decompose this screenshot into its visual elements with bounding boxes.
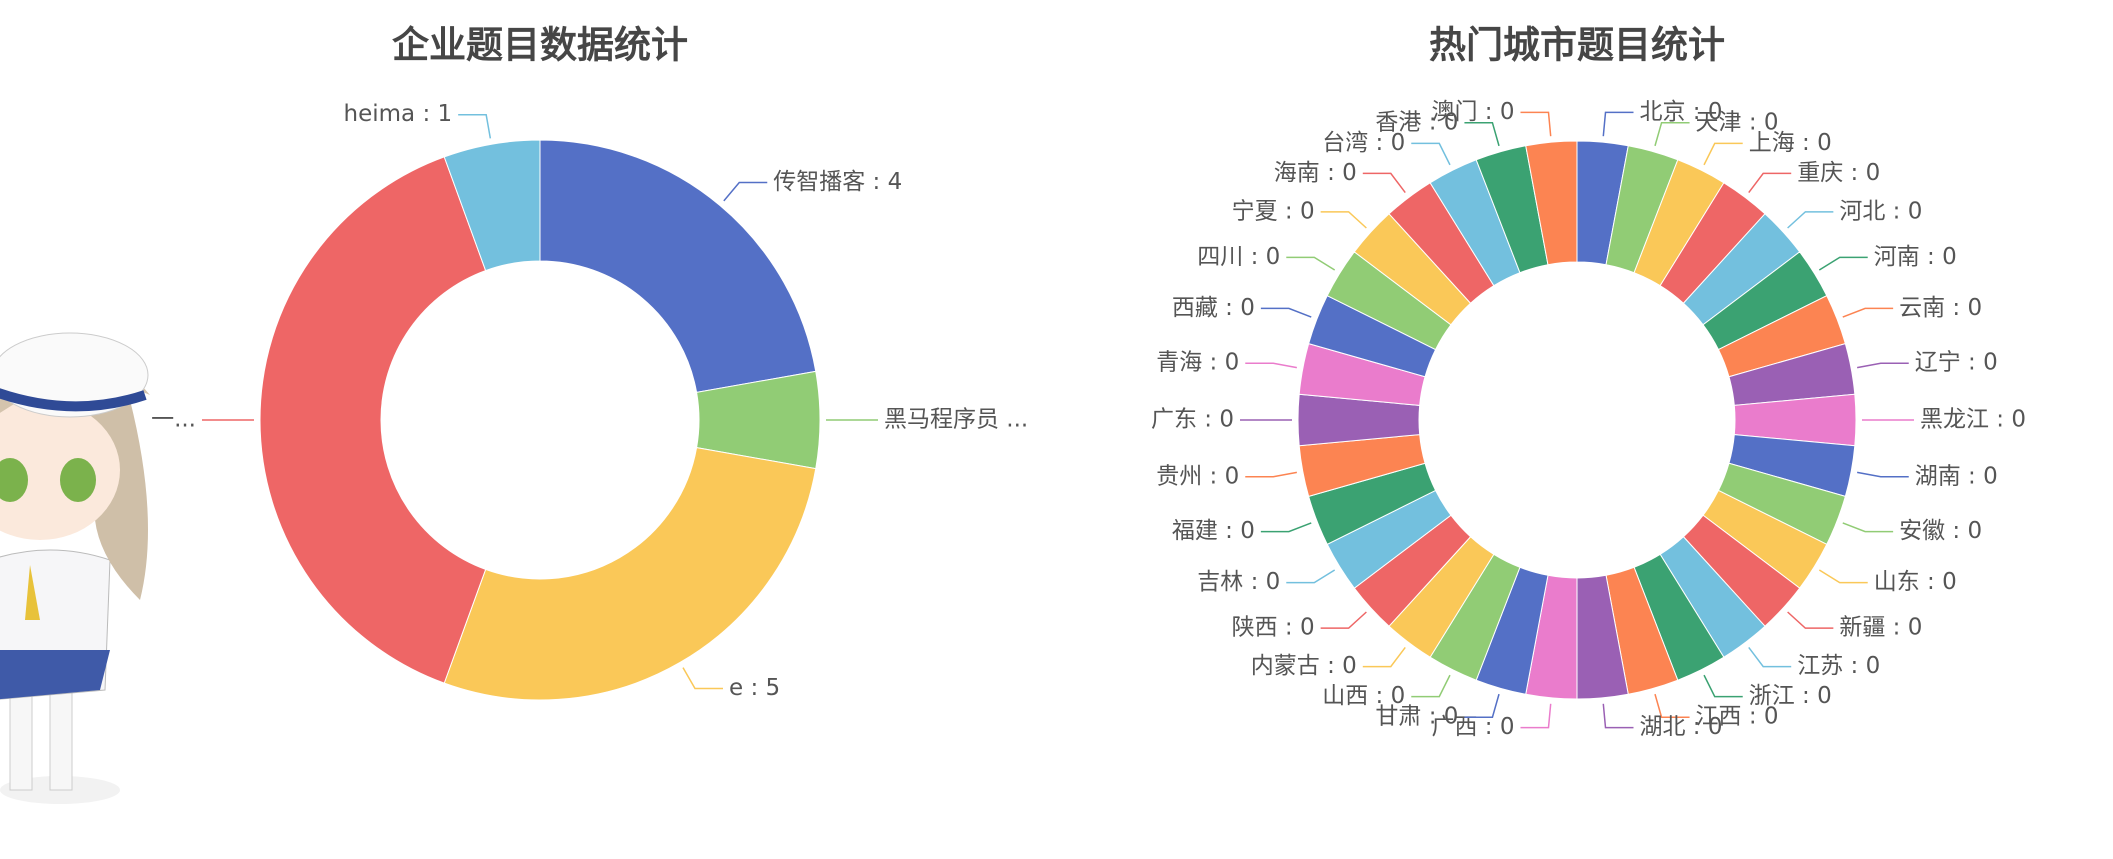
slice-label: 安徽 : 0 bbox=[1899, 518, 1982, 544]
slice-label: 台湾 : 0 bbox=[1322, 130, 1405, 156]
label-line bbox=[1787, 211, 1834, 229]
slice-label: e : 5 bbox=[729, 675, 780, 701]
label-line bbox=[1748, 646, 1792, 668]
slice-label: 河北 : 0 bbox=[1839, 198, 1922, 224]
slice-label: 浙江 : 0 bbox=[1749, 683, 1832, 709]
slice-label: 江苏 : 0 bbox=[1797, 653, 1880, 679]
label-line bbox=[1320, 211, 1367, 229]
slice-label: 上海 : 0 bbox=[1749, 130, 1832, 156]
label-line bbox=[1654, 693, 1690, 718]
slice-label: 甘肃 : 0 bbox=[1375, 704, 1458, 730]
slice-label: 内蒙古 : 0 bbox=[1251, 653, 1357, 679]
label-line bbox=[1602, 111, 1634, 137]
slice-label: 山西 : 0 bbox=[1322, 683, 1405, 709]
label-line bbox=[1260, 307, 1312, 318]
slice-label: 新疆 : 0 bbox=[1839, 615, 1922, 641]
slice-label: 吉林 : 0 bbox=[1197, 569, 1280, 595]
slice-label: 湖南 : 0 bbox=[1915, 463, 1998, 489]
chart-title: 热门城市题目统计 bbox=[1429, 24, 1725, 67]
slice-label: 湖北 : 0 bbox=[1640, 714, 1723, 740]
slice-label: 天津 : 0 bbox=[1696, 109, 1779, 135]
label-line bbox=[1520, 703, 1552, 729]
label-line bbox=[1842, 307, 1894, 318]
slice-label: 西藏 : 0 bbox=[1172, 295, 1255, 321]
label-line bbox=[1602, 703, 1634, 729]
slice-label: 传智播客 : 4 bbox=[773, 169, 902, 195]
label-line bbox=[1411, 142, 1451, 166]
slice-label: 香港 : 0 bbox=[1375, 109, 1458, 135]
slice-label: 福建 : 0 bbox=[1172, 518, 1255, 544]
slice-label: 江西 : 0 bbox=[1696, 704, 1779, 730]
slice-label: 广西 : 0 bbox=[1431, 714, 1514, 740]
label-line bbox=[1260, 522, 1312, 533]
chart-title: 企业题目数据统计 bbox=[392, 24, 688, 67]
label-line bbox=[458, 113, 492, 139]
label-line bbox=[1654, 122, 1690, 147]
slice-label: 云南 : 0 bbox=[1899, 295, 1982, 321]
slice-label: 黑龙江 : 0 bbox=[1920, 407, 2026, 433]
label-line bbox=[1857, 471, 1909, 478]
slice-label: 黑马程序员 ... bbox=[884, 407, 1028, 433]
pie-slice bbox=[443, 139, 541, 272]
label-line bbox=[1245, 471, 1297, 478]
label-line bbox=[1464, 122, 1500, 147]
label-line bbox=[1520, 111, 1552, 137]
label-line bbox=[1703, 674, 1743, 698]
slice-label: 一... bbox=[151, 407, 196, 433]
slice-label: 四川 : 0 bbox=[1197, 244, 1280, 270]
label-line bbox=[1857, 362, 1909, 369]
slice-label: 贵州 : 0 bbox=[1156, 463, 1239, 489]
pie-slice bbox=[539, 139, 817, 393]
label-line bbox=[1818, 256, 1868, 271]
slice-label: 青海 : 0 bbox=[1156, 350, 1239, 376]
pie-slice bbox=[259, 156, 487, 684]
label-line bbox=[1245, 362, 1297, 369]
label-line bbox=[1787, 611, 1834, 629]
label-line bbox=[682, 667, 723, 690]
slice-label: 辽宁 : 0 bbox=[1915, 350, 1998, 376]
label-line bbox=[1286, 256, 1336, 271]
slice-label: 广东 : 0 bbox=[1151, 407, 1234, 433]
label-line bbox=[723, 181, 768, 202]
slice-label: 北京 : 0 bbox=[1640, 99, 1723, 125]
slice-label: 澳门 : 0 bbox=[1431, 99, 1514, 125]
label-line bbox=[1748, 172, 1792, 194]
label-line bbox=[1818, 569, 1868, 584]
label-line bbox=[1362, 646, 1406, 668]
slice-label: 重庆 : 0 bbox=[1797, 160, 1880, 186]
label-line bbox=[1320, 611, 1367, 629]
slice-label: 陕西 : 0 bbox=[1232, 615, 1315, 641]
slice-label: heima : 1 bbox=[344, 101, 453, 127]
label-line bbox=[1411, 674, 1451, 698]
mascot bbox=[0, 332, 150, 804]
label-line bbox=[1703, 142, 1743, 166]
slice-label: 河南 : 0 bbox=[1874, 244, 1957, 270]
pie-slice bbox=[443, 447, 817, 701]
label-line bbox=[1842, 522, 1894, 533]
label-line bbox=[1362, 172, 1406, 194]
label-line bbox=[1286, 569, 1336, 584]
slice-label: 海南 : 0 bbox=[1274, 160, 1357, 186]
pie-slice bbox=[1525, 140, 1578, 266]
label-line bbox=[1464, 693, 1500, 718]
slice-label: 山东 : 0 bbox=[1874, 569, 1957, 595]
slice-label: 宁夏 : 0 bbox=[1232, 198, 1315, 224]
